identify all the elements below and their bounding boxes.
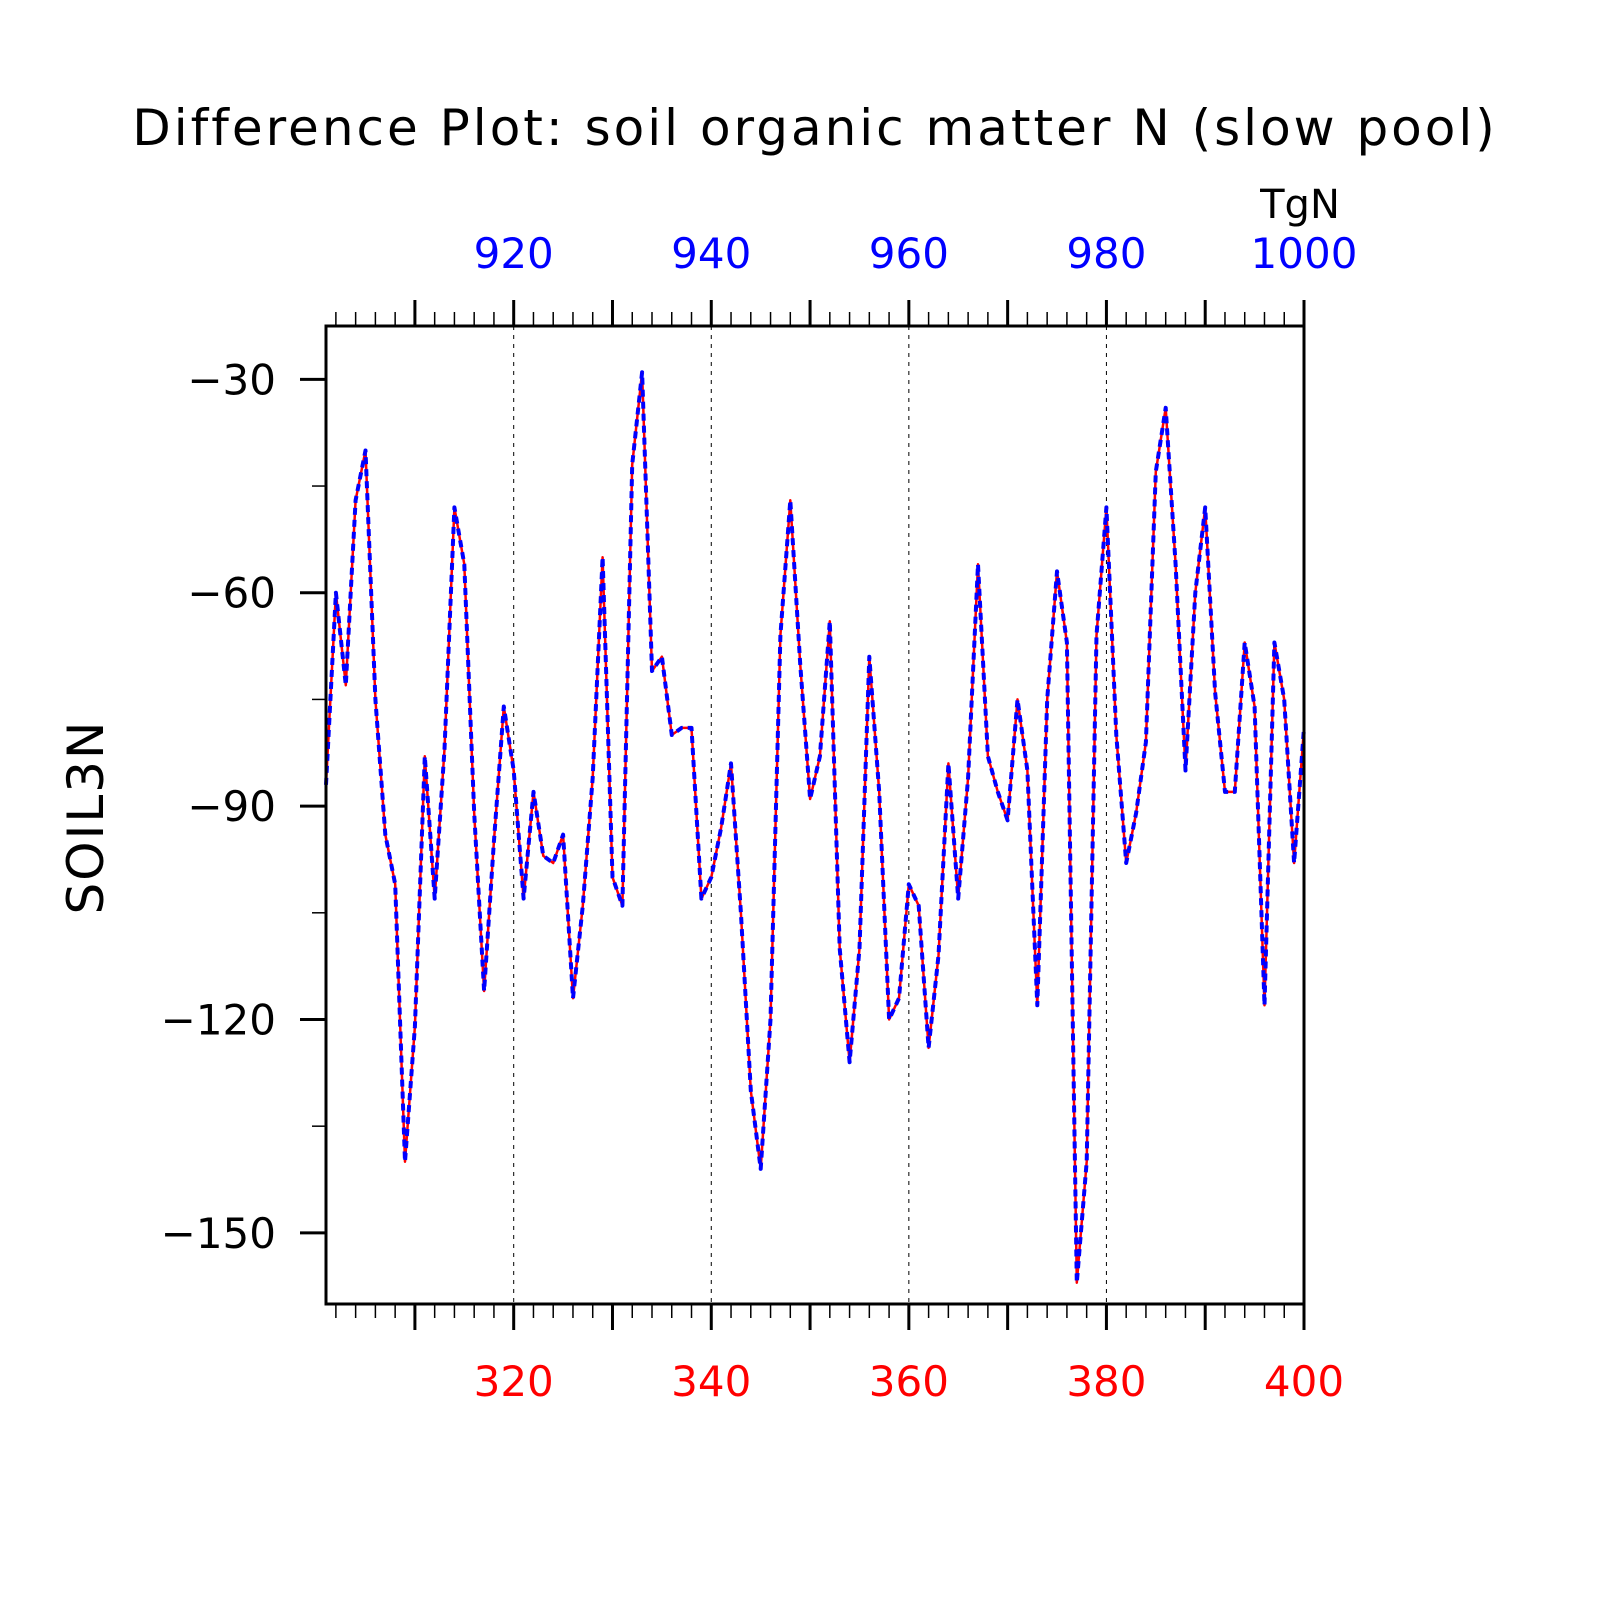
x-top-tick-label-1000: 1000 xyxy=(1251,229,1358,278)
x-top-tick-label-920: 920 xyxy=(474,229,554,278)
y-tick-label-120: −120 xyxy=(161,995,276,1044)
x-bottom-tick-label-380: 380 xyxy=(1066,1357,1146,1406)
y-tick-label-90: −90 xyxy=(187,782,276,831)
x-bottom-tick-label-360: 360 xyxy=(869,1357,949,1406)
grid-lines xyxy=(513,326,1107,1304)
y-tick-label-30: −30 xyxy=(187,355,276,404)
x-top-tick-label-960: 960 xyxy=(869,229,949,278)
y-tick-label-150: −150 xyxy=(161,1209,276,1258)
x-bottom-tick-label-400: 400 xyxy=(1264,1357,1344,1406)
series-line-dashed xyxy=(324,370,1306,1285)
chart-title: Difference Plot: soil organic matter N (… xyxy=(132,99,1498,157)
axis-ticks xyxy=(300,300,1306,1330)
x-top-tick-label-980: 980 xyxy=(1066,229,1146,278)
tick-labels: 320 340 360 380 400 920 940 960 980 1000 −30 −60 −90… xyxy=(161,229,1358,1406)
y-tick-label-60: −60 xyxy=(187,569,276,618)
x-bottom-tick-label-340: 340 xyxy=(671,1357,751,1406)
series-line-solid xyxy=(324,370,1306,1284)
y-axis-label: SOIL3N xyxy=(57,720,115,915)
units-label: TgN xyxy=(1259,182,1340,228)
plot-frame xyxy=(324,324,1306,1306)
x-top-tick-label-940: 940 xyxy=(671,229,751,278)
series-lines xyxy=(324,370,1306,1285)
x-bottom-tick-label-320: 320 xyxy=(474,1357,554,1406)
